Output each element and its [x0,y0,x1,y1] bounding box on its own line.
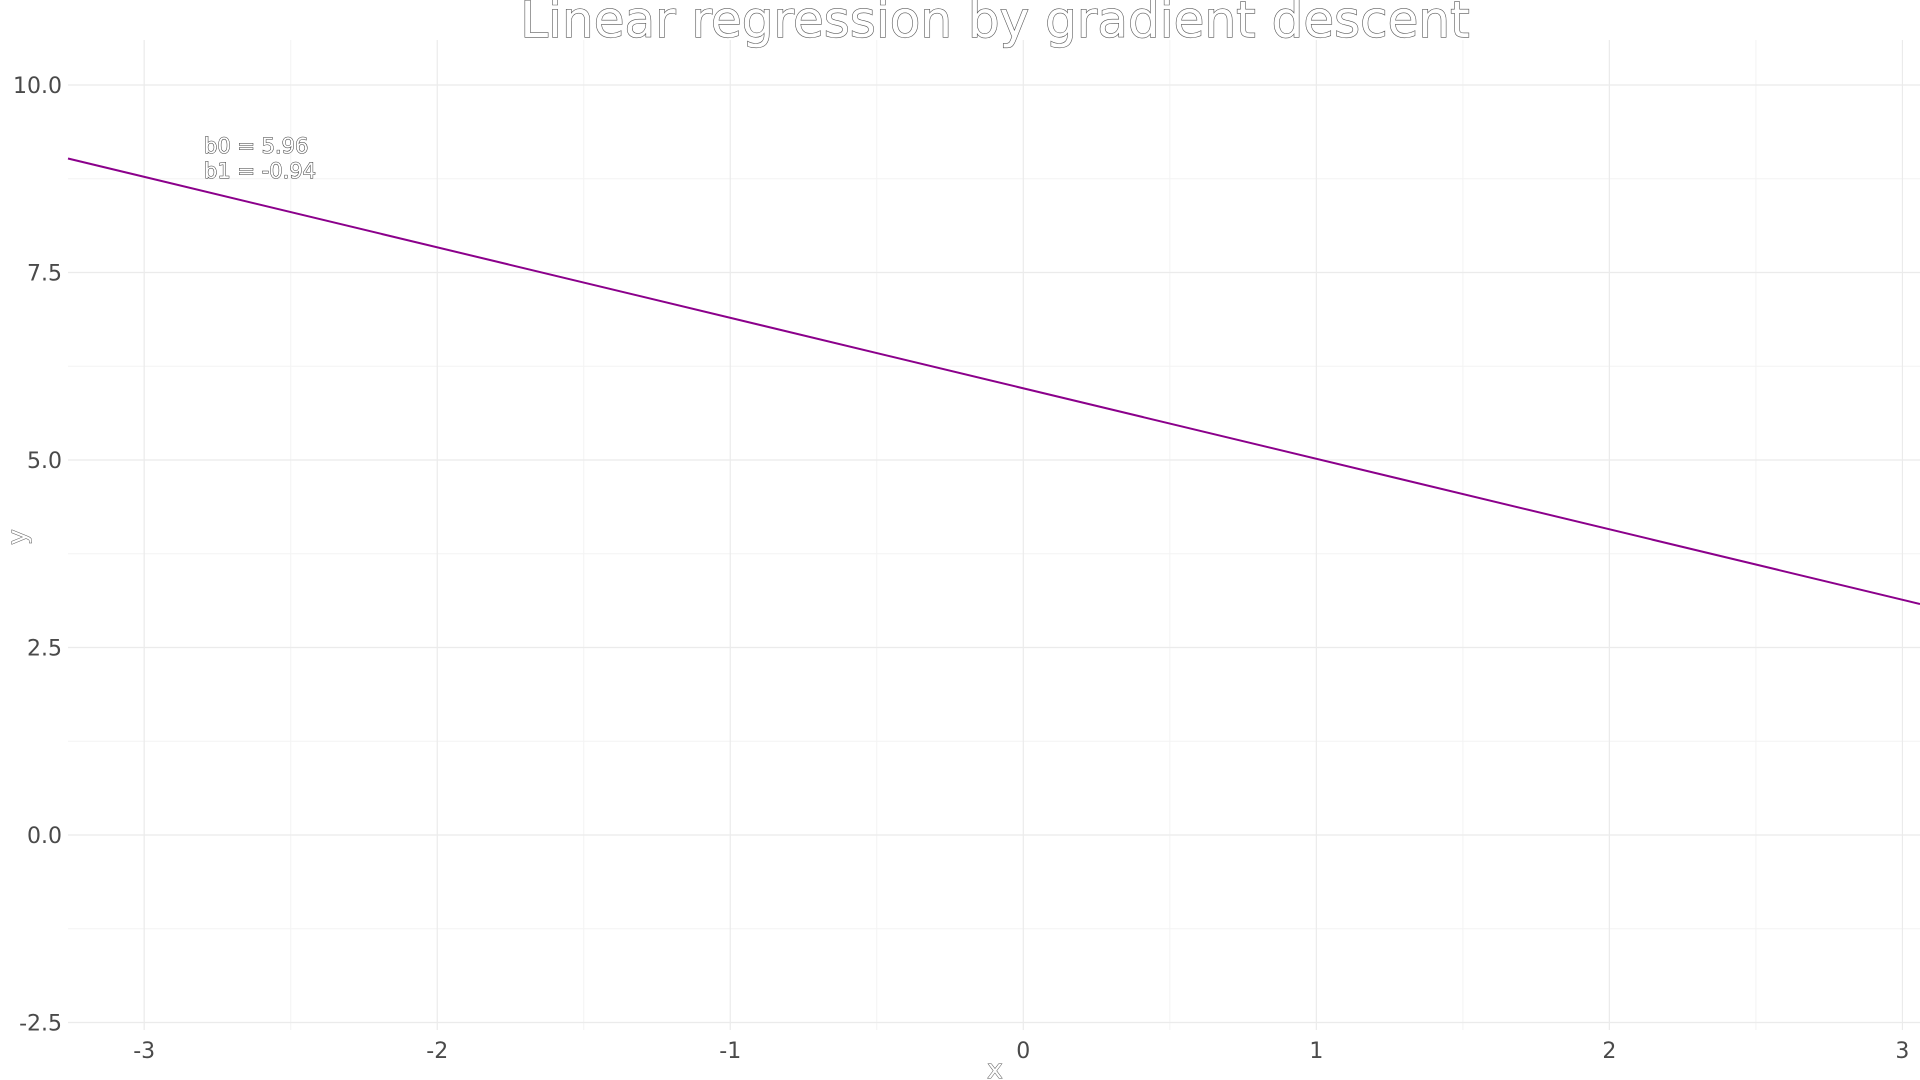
y-tick-label: 5.0 [27,449,62,474]
x-tick-label: 1 [1309,1039,1323,1064]
y-tick-label: 10.0 [13,74,62,99]
chart-title: Linear regression by gradient descent [520,0,1469,49]
x-axis-label: x [987,1055,1002,1080]
x-axis-ticks: -3 -2 -1 0 1 2 3 [133,1039,1909,1064]
x-tick-label: 3 [1895,1039,1909,1064]
grid [68,40,1920,1030]
x-tick-label: 0 [1016,1039,1030,1064]
x-tick-label: -2 [426,1039,448,1064]
y-tick-label: 2.5 [27,637,62,662]
y-axis-ticks: -2.5 0.0 2.5 5.0 7.5 10.0 [13,74,62,1037]
y-tick-label: -2.5 [19,1012,62,1037]
x-tick-label: -3 [133,1039,155,1064]
y-tick-label: 7.5 [27,262,62,287]
y-axis-label: y [3,529,33,544]
plot-series [67,157,1920,605]
x-tick-label: 2 [1602,1039,1616,1064]
regression-line [67,157,1920,605]
y-tick-label: 0.0 [27,824,62,849]
annotation-b1: b1 = -0.94 [204,159,316,183]
coefficient-annotation: b0 = 5.96 b1 = -0.94 [204,134,317,184]
x-tick-label: -1 [719,1039,741,1064]
annotation-b0: b0 = 5.96 [204,134,308,158]
